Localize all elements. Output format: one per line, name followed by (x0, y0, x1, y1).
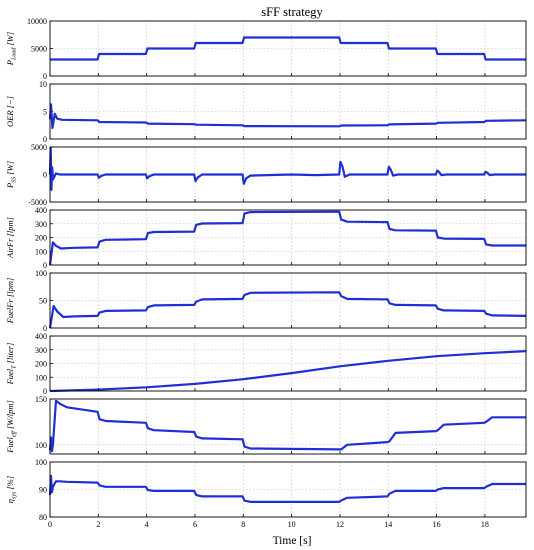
y-tick-label: 100 (35, 373, 47, 382)
y-tick-label: 300 (35, 220, 47, 229)
subplot-4: 0 100 200 300 400 AirFr [lpm] (5, 206, 527, 270)
y-tick-label: 200 (35, 234, 47, 243)
axes-frame (49, 146, 527, 203)
axes-frame (49, 335, 527, 392)
y-axis-label: PLoad [W] (5, 32, 18, 66)
y-tick-label: 10000 (27, 17, 47, 26)
series-line (48, 474, 526, 503)
x-tick-label: 6 (193, 520, 197, 529)
series-line (48, 103, 527, 130)
y-tick-label: 0 (43, 72, 47, 81)
y-tick-label: 5 (43, 108, 47, 117)
series-line (48, 146, 526, 191)
y-tick-label: 90 (39, 486, 47, 495)
subplot-3: -5000 0 5000 PSS [W] (5, 143, 527, 207)
y-tick-label: 200 (35, 360, 47, 369)
y-axis-label: ηsys [%] (5, 476, 18, 503)
y-axis-label: FuelFr [lpm] (5, 278, 15, 325)
y-tick-label: 100 (35, 441, 47, 450)
subplot-2: 0 5 10 OER [−] (5, 80, 527, 144)
y-tick-label: 0 (43, 324, 47, 333)
y-tick-label: 0 (43, 171, 47, 180)
y-tick-label: 300 (35, 346, 47, 355)
y-tick-label: -5000 (28, 198, 47, 207)
y-tick-label: 0 (43, 135, 47, 144)
series-line (50, 36, 526, 61)
axes-frame (49, 398, 527, 455)
subplot-6: 0 100 200 300 400 FuelT [liter] (5, 332, 527, 396)
series-line (48, 210, 526, 266)
subplot-8: 80 90 100 ηsys [%] 0 2 4 6 8 10 12 14 16 18 (5, 458, 527, 529)
figure-title: sFF strategy (261, 5, 323, 19)
x-tick-label: 16 (433, 520, 441, 529)
series-line (49, 350, 527, 393)
y-tick-label: 400 (35, 206, 47, 215)
y-tick-label: 80 (39, 513, 47, 522)
x-tick-label: 8 (241, 520, 245, 529)
y-tick-label: 50 (39, 297, 47, 306)
axes-frame (49, 20, 527, 77)
y-axis-label: OER [−] (5, 96, 15, 127)
axes-frame (49, 461, 527, 518)
y-tick-label: 100 (35, 458, 47, 467)
y-tick-label: 0 (43, 261, 47, 270)
series-line (48, 291, 527, 329)
x-tick-label: 12 (336, 520, 344, 529)
y-tick-label: 10 (39, 80, 47, 89)
y-axis-label: PSS [W] (5, 161, 18, 189)
y-tick-label: 5000 (31, 45, 47, 54)
x-tick-label: 14 (384, 520, 392, 529)
y-axis-label: AirFr [lpm] (5, 217, 15, 259)
axes-frame (49, 209, 527, 266)
subplot-5: 0 50 100 FuelFr [lpm] (5, 269, 527, 333)
axes-frame (49, 83, 527, 140)
y-tick-label: 0 (43, 387, 47, 396)
series-line (48, 399, 526, 453)
x-tick-label: 10 (288, 520, 296, 529)
x-axis-label: Time [s] (273, 535, 312, 547)
y-tick-label: 150 (35, 395, 47, 404)
x-tick-label: 2 (96, 520, 100, 529)
x-tick-label: 4 (145, 520, 149, 529)
y-tick-label: 5000 (31, 143, 47, 152)
subplot-1: 0 5000 10000 PLoad [W] (5, 17, 527, 81)
axes-frame (49, 272, 527, 329)
y-tick-label: 400 (35, 332, 47, 341)
x-tick-label: 0 (48, 520, 52, 529)
y-axis-label: FuelT [liter] (5, 343, 18, 386)
y-tick-label: 100 (35, 247, 47, 256)
subplot-7: 100 150 Fueleff [W/lpm] (5, 395, 527, 455)
y-axis-label: Fueleff [W/lpm] (5, 400, 18, 454)
y-tick-label: 100 (35, 269, 47, 278)
x-tick-label: 18 (481, 520, 489, 529)
